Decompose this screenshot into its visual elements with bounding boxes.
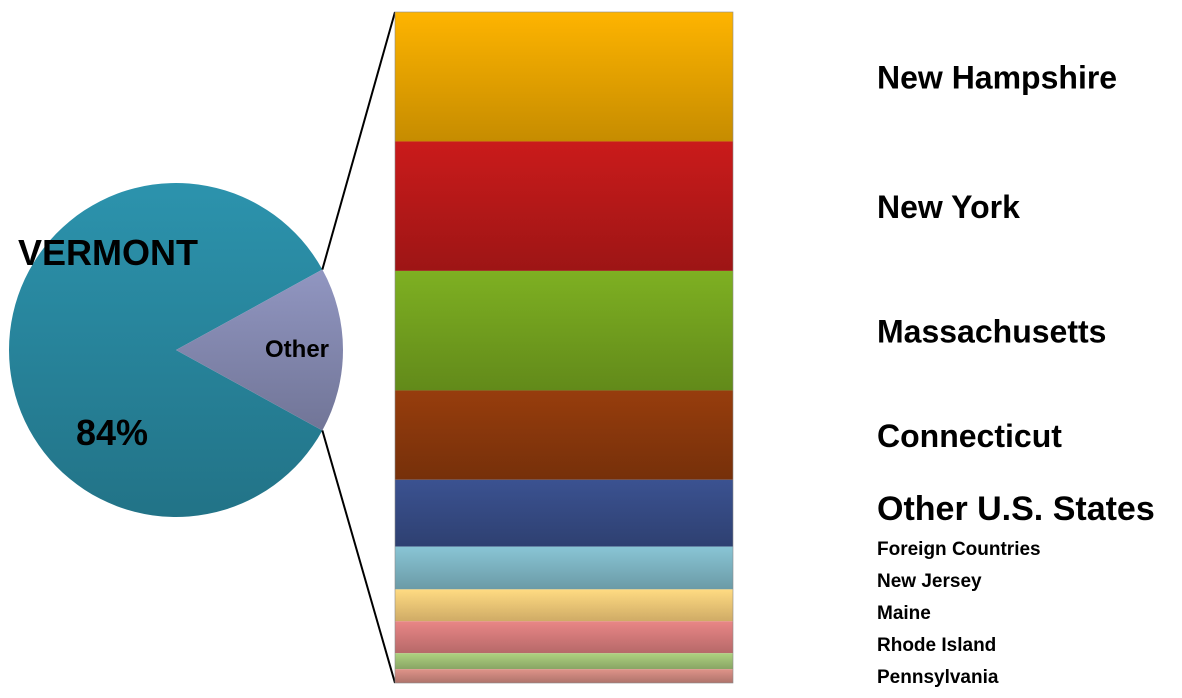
bar-label-connecticut: Connecticut xyxy=(877,418,1062,454)
bar-segment-rhode-island xyxy=(395,653,733,670)
bar-label-massachusetts: Massachusetts xyxy=(877,314,1106,350)
bar-labels: New Hampshire New York Massachusetts Connec… xyxy=(877,60,1155,688)
pie-slice-other xyxy=(176,269,343,431)
bar-label-new-hampshire: New Hampshire xyxy=(877,60,1117,96)
bar-segment-other-u-s-states xyxy=(395,479,733,547)
bar-label-new-york: New York xyxy=(877,189,1020,225)
connector-line-top xyxy=(321,11,396,270)
bar-label-other-u-s-states: Other U.S. States xyxy=(877,490,1155,528)
connector-lines xyxy=(321,11,396,684)
pie: VERMONT 84% Other xyxy=(9,183,343,517)
bar-label-pennsylvania: Pennsylvania xyxy=(877,667,999,688)
bar-label-rhode-island: Rhode Island xyxy=(877,635,996,656)
bar-label-maine: Maine xyxy=(877,603,931,624)
stacked-bar xyxy=(394,11,734,684)
bar-segment-pennsylvania xyxy=(395,669,733,683)
bar-segment-new-jersey xyxy=(395,589,733,622)
connector-line-bottom xyxy=(321,430,396,684)
bar-label-foreign-countries: Foreign Countries xyxy=(877,539,1041,560)
pie-label-other: Other xyxy=(265,336,329,363)
pie-slice-vermont xyxy=(9,183,323,517)
bar-segment-new-york xyxy=(395,141,733,271)
bar-segment-maine xyxy=(395,621,733,654)
bar-outline xyxy=(394,11,734,684)
bar-segment-new-hampshire xyxy=(395,12,733,142)
pie-value-label-vermont: 84% xyxy=(76,412,148,453)
pie-label-vermont: VERMONT xyxy=(18,232,198,273)
bar-label-new-jersey: New Jersey xyxy=(877,571,982,592)
bar-segment-foreign-countries xyxy=(395,546,733,590)
bar-segment-connecticut xyxy=(395,390,733,480)
bar-segment-massachusetts xyxy=(395,270,733,391)
